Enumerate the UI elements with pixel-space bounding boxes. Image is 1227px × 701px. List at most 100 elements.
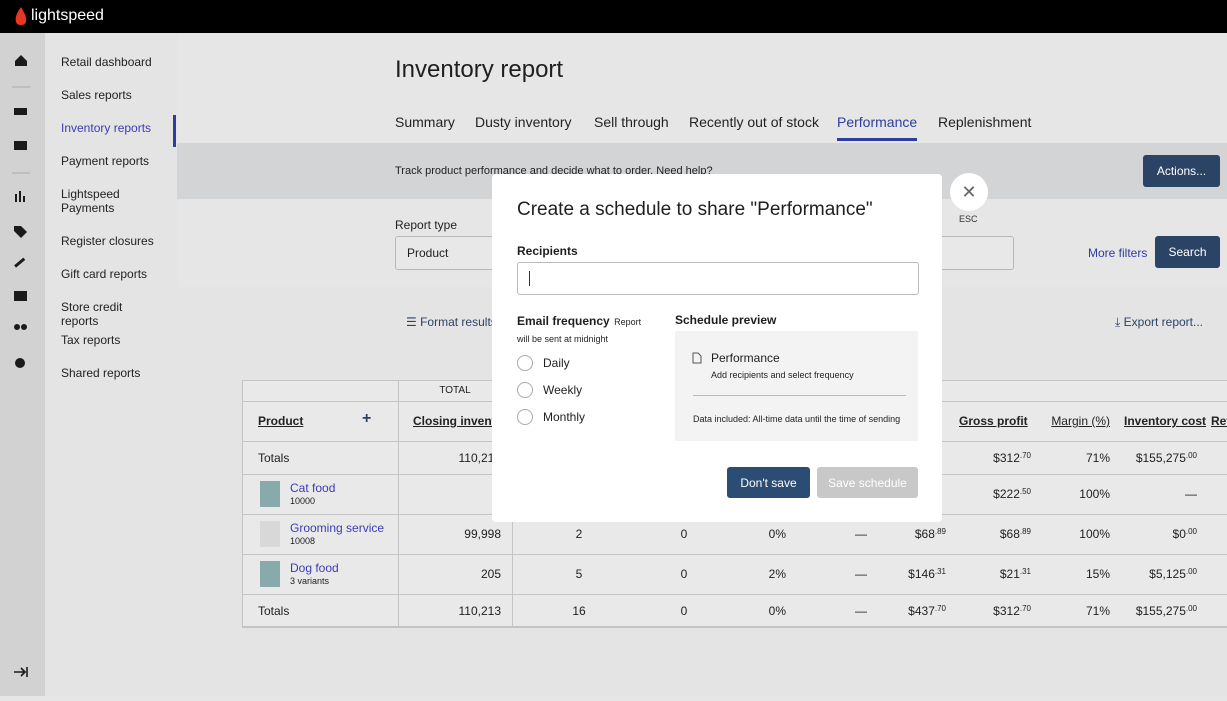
money-main: $5,125 — [1149, 567, 1186, 581]
nav-item[interactable]: Register closures — [61, 234, 154, 248]
nav-item[interactable]: Shared reports — [61, 366, 141, 380]
preview-data: Data included: All-time data until the t… — [693, 414, 901, 424]
nav-item[interactable]: Store credit reports — [61, 300, 123, 328]
row-line — [243, 626, 1227, 627]
frequency-heading: Email frequency Report will be sent at m… — [517, 313, 652, 347]
format-results-text: Format results — [420, 315, 497, 329]
money-cents: .31 — [1019, 567, 1031, 576]
cell: 71% — [1085, 603, 1110, 618]
dont-save-button[interactable]: Don't save — [727, 467, 810, 498]
export-text: Export report... — [1123, 315, 1204, 329]
add-column[interactable]: + — [362, 410, 372, 427]
nav-item[interactable]: Tax reports — [61, 333, 121, 347]
nav-item[interactable]: Inventory reports — [61, 121, 152, 135]
product-sku: 3 variants — [290, 576, 330, 586]
money-main: $155,275 — [1135, 603, 1186, 618]
column-header[interactable]: Product — [258, 414, 304, 428]
recipients-input[interactable] — [517, 262, 919, 295]
report-type-label: Report type — [395, 218, 458, 232]
tab[interactable]: Performance — [837, 114, 918, 130]
product-name[interactable]: Dog food — [290, 561, 339, 575]
more-filters[interactable]: More filters — [1088, 246, 1148, 260]
money-main: $437 — [908, 603, 935, 618]
column-header[interactable]: Gross profit — [959, 414, 1028, 428]
money-cell: $0.00 — [1173, 527, 1197, 541]
format-results[interactable]: ☰ Format results — [406, 315, 497, 329]
money-cell: $146.31 — [908, 567, 946, 581]
cell: 15% — [1085, 567, 1110, 581]
tab[interactable]: Recently out of stock — [689, 114, 819, 130]
radio[interactable] — [517, 409, 533, 425]
money-cell: $155,275.00 — [1136, 604, 1197, 618]
nav-item[interactable]: Lightspeed Payments — [61, 187, 120, 215]
product-thumb — [260, 521, 280, 547]
nav-item[interactable]: Sales reports — [61, 88, 132, 102]
cell: 110,213 — [458, 450, 502, 465]
money-main: $68 — [999, 527, 1020, 541]
frequency-label: Email frequency — [517, 314, 610, 328]
modal: Create a schedule to share "Performance"… — [492, 174, 942, 522]
recipients-label: Recipients — [517, 244, 578, 258]
modal-title: Create a schedule to share "Performance" — [517, 199, 873, 220]
frequency-note: Report will be sent at midnight — [517, 317, 642, 344]
money-cents: .70 — [1019, 450, 1031, 460]
report-type-value: Product — [407, 246, 449, 260]
top-bar: lightspeed — [0, 0, 1227, 33]
cell: 0% — [768, 527, 786, 541]
logo-icon — [15, 7, 27, 25]
product-name[interactable]: Cat food — [290, 481, 336, 495]
column-header[interactable]: Inventory cost — [1124, 414, 1207, 428]
cell: 2 — [575, 527, 583, 541]
radio-label[interactable]: Monthly — [543, 410, 586, 424]
column-header[interactable]: Margin (%) — [1051, 414, 1110, 428]
money-cell: $222.50 — [993, 487, 1031, 501]
money-cents: .50 — [1019, 487, 1031, 496]
side-nav: Retail dashboard Sales reports Inventory r… — [45, 33, 177, 696]
product-name[interactable]: Grooming service — [290, 521, 385, 535]
save-schedule-button[interactable]: Save schedule — [817, 467, 918, 498]
product-thumb — [260, 561, 280, 587]
money-cents: .00 — [1185, 527, 1197, 536]
money-cents: .00 — [1185, 450, 1197, 460]
money-main: $68 — [914, 527, 935, 541]
search-button[interactable]: Search — [1155, 236, 1220, 268]
icon-rail — [0, 33, 45, 696]
money-cents: .89 — [1019, 527, 1031, 536]
tab[interactable]: Sell through — [594, 114, 669, 130]
tab[interactable]: Summary — [395, 114, 455, 130]
actions-button[interactable]: Actions... — [1143, 155, 1220, 187]
doc-icon — [692, 352, 702, 364]
divider — [693, 395, 906, 396]
cell: 0 — [680, 603, 688, 618]
column-header[interactable]: Ret — [1211, 414, 1227, 428]
money-cents: .70 — [934, 603, 946, 613]
radio-label[interactable]: Weekly — [543, 383, 583, 397]
money-cents: .89 — [934, 527, 946, 536]
export-report[interactable]: ⤓ Export report... — [1115, 315, 1204, 329]
caret — [529, 271, 530, 286]
cell: 99,998 — [464, 527, 501, 541]
nav-item[interactable]: Gift card reports — [61, 267, 148, 281]
cell: — — [855, 567, 867, 581]
money-cents: .00 — [1185, 567, 1197, 576]
radio-label[interactable]: Daily — [543, 356, 570, 370]
close-button[interactable]: ✕ — [950, 173, 988, 211]
nav-item[interactable]: Payment reports — [61, 154, 150, 168]
cell: 0 — [680, 567, 688, 581]
cell: 0 — [680, 527, 688, 541]
radio[interactable] — [517, 382, 533, 398]
nav-active-bar — [173, 115, 176, 147]
nav-item[interactable]: Retail dashboard — [61, 55, 152, 69]
money-cents: .31 — [934, 567, 946, 576]
preview-box: Performance Add recipients and select fr… — [675, 331, 918, 441]
tab[interactable]: Dusty inventory — [475, 114, 572, 130]
tab[interactable]: Replenishment — [938, 114, 1032, 130]
radio[interactable] — [517, 355, 533, 371]
money-cell: $68.89 — [915, 527, 946, 541]
column-header[interactable]: Closing inventory — [413, 414, 515, 428]
money-main: $146 — [908, 567, 935, 581]
row-name: Totals — [258, 450, 290, 465]
cell: 2% — [768, 567, 786, 581]
cell: 71% — [1085, 450, 1110, 465]
cell: 100% — [1079, 487, 1110, 501]
